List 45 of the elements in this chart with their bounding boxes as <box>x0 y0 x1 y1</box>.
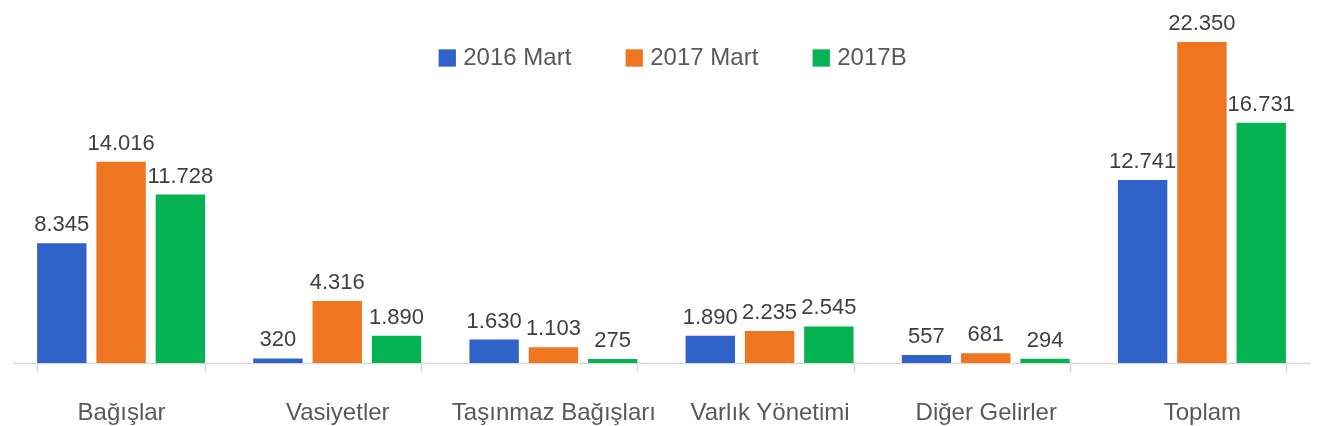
data-label: 2.235 <box>742 298 798 324</box>
bar <box>253 358 303 363</box>
bar <box>37 243 87 363</box>
data-label: 12.741 <box>1108 148 1177 174</box>
data-label: 4.316 <box>309 269 365 295</box>
data-label: 294 <box>1026 326 1064 352</box>
bar <box>371 335 422 363</box>
x-tick-label: Toplam <box>1163 397 1242 425</box>
bar <box>1177 42 1227 363</box>
data-label: 14.016 <box>87 129 155 155</box>
data-label: 320 <box>259 326 297 352</box>
bar <box>312 301 362 363</box>
legend-label: 2016 Mart <box>463 43 572 70</box>
bar <box>1117 180 1168 363</box>
bar <box>528 347 579 363</box>
bar <box>804 326 854 363</box>
data-label: 8.345 <box>34 211 90 237</box>
data-label: 557 <box>908 323 945 348</box>
data-label: 275 <box>594 327 632 353</box>
bar <box>96 161 146 363</box>
x-tick-label: Varlık Yönetimi <box>690 397 850 425</box>
data-label: 1.103 <box>525 315 581 341</box>
data-label: 22.350 <box>1168 10 1236 35</box>
bar <box>588 359 638 363</box>
bar <box>1020 358 1070 363</box>
x-tick-label: Vasiyetler <box>285 397 390 425</box>
data-label: 681 <box>967 321 1005 347</box>
legend-label: 2017 Mart <box>650 43 759 70</box>
x-tick-label: Bağışlar <box>77 397 166 425</box>
bar <box>744 330 795 363</box>
bar <box>155 194 206 363</box>
data-label: 11.728 <box>147 162 214 188</box>
bar <box>901 355 952 363</box>
data-label: 1.890 <box>682 303 738 329</box>
bar <box>685 335 735 363</box>
legend-label: 2017B <box>837 43 907 70</box>
bar <box>1236 122 1286 363</box>
data-label: 1.630 <box>466 307 522 333</box>
data-label: 16.731 <box>1227 90 1295 116</box>
bar <box>961 353 1011 363</box>
data-label: 1.890 <box>369 303 425 329</box>
x-tick-label: Taşınmaz Bağışları <box>451 397 656 425</box>
x-tick-label: Diğer Gelirler <box>915 397 1057 425</box>
data-label: 2.545 <box>801 294 857 320</box>
bar <box>469 339 519 363</box>
